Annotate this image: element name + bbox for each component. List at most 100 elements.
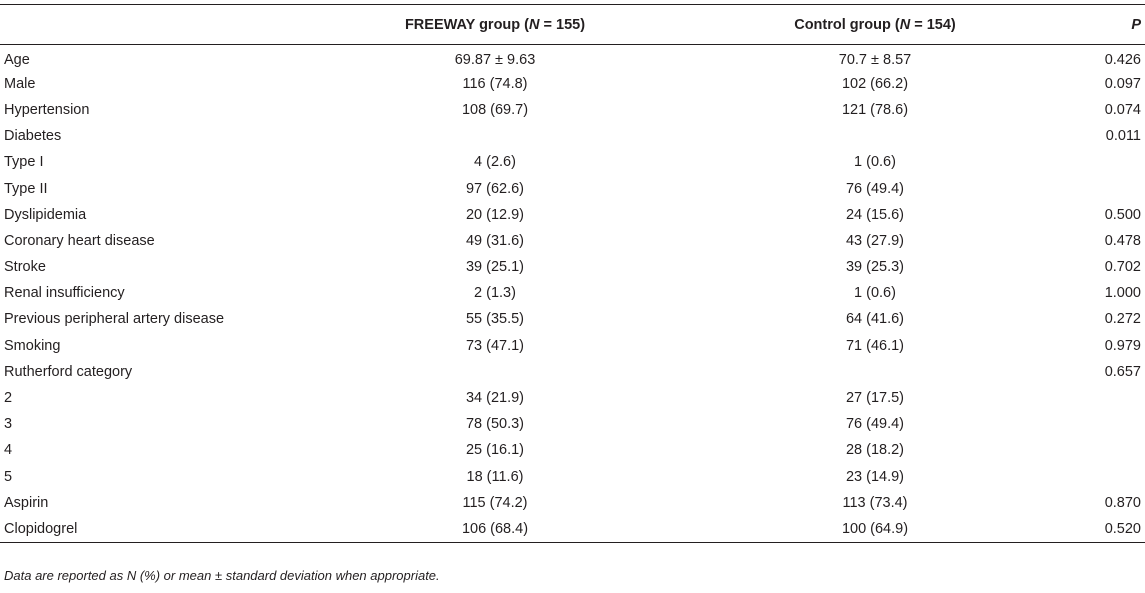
row-label: Age: [4, 51, 30, 68]
p-value: [1060, 464, 1145, 490]
table-row: 5 18 (11.6) 23 (14.9): [0, 464, 1145, 490]
row-label: Dyslipidemia: [4, 206, 87, 223]
header-control-n: N: [899, 16, 911, 33]
freeway-value: 115 (74.2): [462, 494, 528, 511]
p-value: 0.520: [1060, 515, 1145, 543]
control-value: 76 (49.4): [845, 416, 905, 433]
table-row: Previous peripheral artery disease 55 (35…: [0, 306, 1145, 332]
table-row: Stroke 39 (25.1) 39 (25.3) 0.702: [0, 254, 1145, 280]
row-label: Clopidogrel: [0, 515, 300, 543]
freeway-value: 97 (62.6): [465, 180, 525, 197]
control-value: [690, 123, 1060, 149]
p-value: 0.478: [1104, 232, 1141, 249]
p-value: 0.272: [1104, 311, 1141, 328]
baseline-characteristics-table: FREEWAY group (N = 155) Control group (N…: [0, 4, 1145, 543]
table-row: 2 34 (21.9) 27 (17.5): [0, 385, 1145, 411]
freeway-value: 25 (16.1): [465, 442, 525, 459]
table-row: Coronary heart disease 49 (31.6) 43 (27.9)…: [0, 228, 1145, 254]
freeway-value: 69.87 ± 9.63: [454, 51, 536, 68]
header-control-prefix: Control group (: [794, 16, 900, 33]
row-label: Aspirin: [4, 494, 49, 511]
control-value: 121 (78.6): [841, 101, 909, 118]
freeway-value: 4 (2.6): [474, 154, 516, 171]
row-label: Type II: [4, 180, 48, 197]
freeway-value: 20 (12.9): [465, 206, 525, 223]
table-body: Age 69.87 ± 9.63 70.7 ± 8.57 0.426 Male 116 (…: [0, 45, 1145, 543]
freeway-value: 49 (31.6): [465, 232, 525, 249]
control-value: 1 (0.6): [854, 285, 896, 302]
control-value: 24 (15.6): [845, 206, 905, 223]
freeway-value: [300, 359, 690, 385]
control-value: 102 (66.2): [841, 75, 909, 92]
freeway-value: 116 (74.8): [462, 75, 528, 92]
table-row: Age 69.87 ± 9.63 70.7 ± 8.57 0.426: [0, 45, 1145, 71]
header-p-value: P: [1060, 4, 1145, 45]
control-value: 1 (0.6): [854, 154, 896, 171]
p-value: 0.500: [1104, 206, 1141, 223]
freeway-value: 18 (11.6): [466, 468, 524, 485]
freeway-value: 34 (21.9): [465, 390, 525, 407]
freeway-value: 78 (50.3): [465, 416, 525, 433]
row-label: Previous peripheral artery disease: [4, 311, 225, 328]
p-value: 0.979: [1104, 337, 1141, 354]
p-value: 0.657: [1104, 363, 1141, 380]
row-label: Smoking: [4, 337, 61, 354]
control-value: 43 (27.9): [845, 232, 905, 249]
table-row: 4 25 (16.1) 28 (18.2): [0, 437, 1145, 463]
control-value: 113 (73.4): [842, 494, 908, 511]
row-label: Diabetes: [4, 128, 62, 145]
header-freeway-suffix: = 155): [539, 16, 586, 33]
control-value: 27 (17.5): [845, 390, 905, 407]
p-value: 1.000: [1104, 285, 1141, 302]
row-label: Coronary heart disease: [4, 232, 155, 249]
freeway-value: 73 (47.1): [465, 337, 525, 354]
header-control-suffix: = 154): [910, 16, 956, 33]
control-value: 64 (41.6): [845, 311, 905, 328]
p-value: 0.870: [1104, 494, 1141, 511]
p-value: 0.702: [1104, 259, 1141, 276]
row-label: Hypertension: [4, 101, 90, 118]
row-label: 5: [4, 468, 13, 485]
table-row: Rutherford category 0.657: [0, 359, 1145, 385]
table-row: Type I 4 (2.6) 1 (0.6): [0, 149, 1145, 175]
p-value: [1060, 437, 1145, 463]
p-value: [1060, 411, 1145, 437]
control-value: 71 (46.1): [845, 337, 905, 354]
row-label: 2: [4, 390, 13, 407]
row-label: Stroke: [4, 259, 46, 276]
p-value: [1060, 175, 1145, 201]
table-row: 3 78 (50.3) 76 (49.4): [0, 411, 1145, 437]
table-row: Aspirin 115 (74.2) 113 (73.4) 0.870: [0, 490, 1145, 516]
table-row: Type II 97 (62.6) 76 (49.4): [0, 175, 1145, 201]
table-row: Diabetes 0.011: [0, 123, 1145, 149]
header-freeway-prefix: FREEWAY group (: [404, 16, 530, 33]
table-row: Male 116 (74.8) 102 (66.2) 0.097: [0, 71, 1145, 97]
data-table: FREEWAY group (N = 155) Control group (N…: [0, 4, 1145, 543]
p-value: [1060, 385, 1145, 411]
table-footnote: Data are reported as N (%) or mean ± sta…: [4, 568, 440, 583]
table-header: FREEWAY group (N = 155) Control group (N…: [0, 4, 1145, 45]
table-row: Renal insufficiency 2 (1.3) 1 (0.6) 1.000: [0, 280, 1145, 306]
control-value: [690, 359, 1060, 385]
header-variable: [0, 4, 300, 45]
header-row: FREEWAY group (N = 155) Control group (N…: [0, 4, 1145, 45]
row-label: Renal insufficiency: [4, 285, 125, 302]
header-freeway-n: N: [529, 16, 540, 33]
p-value: 0.426: [1104, 51, 1141, 68]
freeway-value: 106 (68.4): [300, 515, 690, 543]
control-value: 28 (18.2): [845, 442, 905, 459]
header-freeway-group: FREEWAY group (N = 155): [300, 4, 690, 45]
row-label: 3: [4, 416, 13, 433]
control-value: 100 (64.9): [690, 515, 1060, 543]
row-label: Male: [4, 75, 36, 92]
freeway-value: 2 (1.3): [474, 285, 516, 302]
row-label: 4: [4, 442, 13, 459]
control-value: 70.7 ± 8.57: [838, 51, 912, 68]
header-control-group: Control group (N = 154): [690, 4, 1060, 45]
control-value: 76 (49.4): [845, 180, 905, 197]
table-row: Dyslipidemia 20 (12.9) 24 (15.6) 0.500: [0, 202, 1145, 228]
control-value: 23 (14.9): [845, 468, 905, 485]
control-value: 39 (25.3): [845, 259, 905, 276]
p-value: 0.097: [1104, 75, 1141, 92]
freeway-value: 55 (35.5): [465, 311, 525, 328]
